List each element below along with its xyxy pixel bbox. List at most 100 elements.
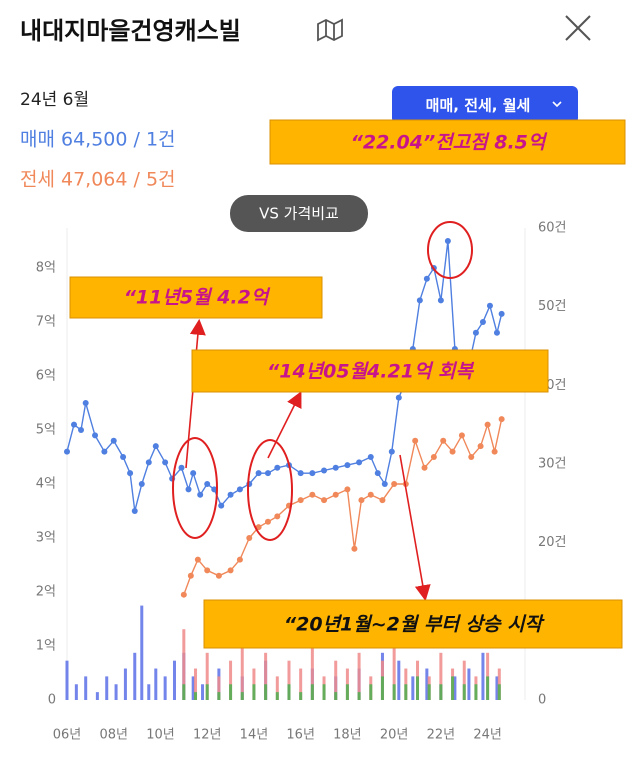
price-point	[374, 470, 381, 477]
price-point	[194, 556, 201, 563]
jeonse-summary: 전세 47,064 / 5건	[20, 169, 176, 191]
price-point	[367, 491, 374, 498]
price-point	[309, 491, 316, 498]
volume-bar	[229, 660, 233, 700]
price-point	[321, 467, 328, 474]
price-point	[351, 545, 358, 552]
volume-bar	[194, 692, 198, 700]
price-point	[274, 513, 281, 520]
volume-bar	[95, 692, 99, 700]
volume-bar	[105, 676, 109, 700]
price-point	[381, 480, 388, 487]
y2-tick-label: 20건	[538, 535, 567, 550]
map-icon[interactable]	[317, 18, 343, 42]
x-tick-label: 22년	[427, 728, 456, 743]
y-tick-label: 6억	[36, 368, 56, 383]
volume-bar	[474, 684, 478, 700]
price-point	[477, 443, 484, 450]
price-point	[395, 394, 402, 401]
volume-bar	[495, 676, 499, 700]
price-point	[227, 567, 234, 574]
volume-bar	[345, 684, 349, 700]
price-point	[215, 572, 222, 579]
annotation: “22.04”전고점 8.5억	[351, 132, 548, 154]
price-point	[468, 453, 475, 460]
volume-bar	[439, 684, 443, 700]
price-point	[246, 534, 253, 541]
volume-bar	[133, 652, 137, 700]
annotation: “11년5월 4.2억	[124, 287, 271, 309]
volume-bar	[217, 692, 221, 700]
price-point	[321, 497, 328, 504]
volume-bar	[182, 684, 186, 700]
price-point	[185, 486, 192, 493]
volume-bar	[252, 684, 256, 700]
price-point	[388, 448, 395, 455]
volume-bar	[182, 629, 186, 700]
date: 24년 6월	[20, 90, 89, 110]
volume-bar	[397, 660, 401, 700]
price-point	[120, 453, 127, 460]
y-tick-label: 2억	[36, 584, 56, 599]
volume-bar	[357, 652, 361, 700]
volume-bar	[411, 676, 415, 700]
price-point	[131, 507, 138, 514]
volume-bar	[194, 668, 198, 700]
price-point	[180, 591, 187, 598]
price-point	[358, 497, 365, 504]
volume-bar	[229, 684, 233, 700]
y-tick-label: 1억	[36, 638, 56, 653]
volume-bar	[310, 684, 314, 700]
volume-bar	[201, 684, 205, 700]
volume-bar	[114, 684, 118, 700]
highlights	[172, 221, 473, 541]
volume-bar	[299, 668, 303, 700]
price-point	[391, 480, 398, 487]
chevron	[552, 101, 562, 108]
x-tick-label: 10년	[146, 728, 175, 743]
price-point	[498, 416, 505, 423]
volume-bar	[240, 692, 244, 700]
volume-bar	[205, 652, 209, 700]
price-point	[493, 329, 500, 336]
close-button[interactable]	[565, 15, 591, 41]
volume-bar	[287, 660, 291, 700]
annotation: “20년1월~2월 부터 상승 시작	[284, 614, 546, 636]
x-tick-label: 12년	[193, 728, 222, 743]
volume-bar	[140, 605, 144, 700]
y-tick-label: 0	[48, 693, 56, 708]
compare-button[interactable]: VS 가격비교	[230, 195, 368, 232]
price-point	[64, 448, 70, 455]
price-point	[472, 329, 479, 336]
volume-bar	[217, 676, 221, 700]
volume-bar	[392, 684, 396, 700]
volume-bar	[299, 692, 303, 700]
price-point	[152, 443, 159, 450]
volume-bar	[287, 684, 291, 700]
price-line	[183, 419, 503, 595]
price-point	[127, 470, 134, 477]
price-point	[264, 518, 271, 525]
price-point	[458, 432, 465, 439]
volume-bar	[264, 652, 268, 700]
price-point	[444, 237, 451, 244]
volume-bar	[427, 684, 431, 700]
volume-bar	[453, 676, 457, 700]
x-tick-label: 18년	[333, 728, 362, 743]
price-point	[204, 567, 211, 574]
filter-button-bg	[392, 86, 578, 124]
x-tick-label: 20년	[380, 728, 409, 743]
price-point	[416, 297, 423, 304]
x-tick-label: 14년	[240, 728, 269, 743]
volume-bar	[357, 692, 361, 700]
price-point	[440, 437, 447, 444]
volume-bar	[154, 668, 158, 700]
price-point	[332, 464, 339, 471]
price-point	[332, 491, 339, 498]
annotation-boxes	[69, 119, 626, 649]
filter-button[interactable]: 매매, 전세, 월세	[392, 86, 578, 124]
volume-bar	[191, 676, 195, 700]
y2-tick-label: 60건	[538, 221, 567, 236]
